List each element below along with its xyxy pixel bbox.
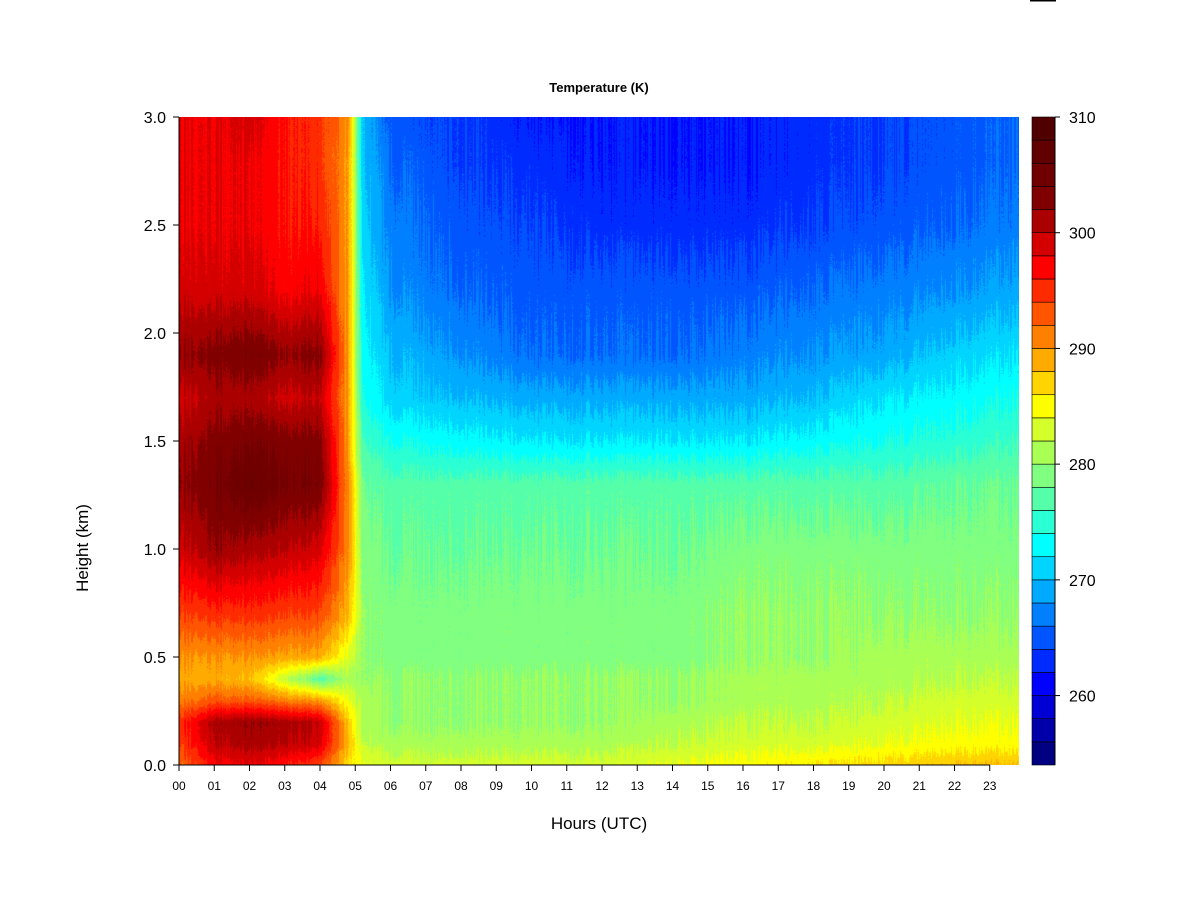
x-tick-label: 10 bbox=[525, 779, 539, 793]
colorbar-swatch bbox=[1031, 486, 1056, 511]
y-tick-label: 3.0 bbox=[144, 110, 166, 127]
x-tick-label: 20 bbox=[877, 779, 891, 793]
colorbar-swatch bbox=[1031, 741, 1056, 766]
y-tick-label: 1.5 bbox=[144, 434, 166, 451]
colorbar-swatch bbox=[1031, 209, 1056, 234]
x-tick-label: 16 bbox=[736, 779, 750, 793]
colorbar-swatch bbox=[1031, 556, 1056, 581]
x-tick-label: 19 bbox=[842, 779, 856, 793]
x-tick-label: 15 bbox=[701, 779, 715, 793]
colorbar-tick-label: 270 bbox=[1069, 573, 1096, 590]
x-tick-label: 21 bbox=[913, 779, 927, 793]
colorbar-tick-label: 280 bbox=[1069, 457, 1096, 474]
x-tick-label: 03 bbox=[278, 779, 292, 793]
colorbar-tick-label: 290 bbox=[1069, 341, 1096, 358]
colorbar-swatch bbox=[1031, 510, 1056, 534]
colorbar-swatch bbox=[1031, 625, 1056, 650]
colorbar-swatch bbox=[1031, 186, 1056, 210]
heatmap-image bbox=[179, 117, 1019, 765]
x-axis: 00 01 02 03 04 05 06 07 08 09 10 11 12 13 14 15 16 17 18 19… bbox=[172, 764, 997, 793]
y-axis: 0.0 0.5 1.0 1.5 2.0 2.5 3.0 bbox=[144, 110, 180, 775]
x-tick-label: 18 bbox=[807, 779, 821, 793]
x-tick-label: 12 bbox=[595, 779, 609, 793]
x-tick-label: 11 bbox=[561, 779, 574, 793]
colorbar-swatch bbox=[1031, 440, 1056, 465]
colorbar-swatch bbox=[1031, 579, 1056, 604]
x-tick-label: 05 bbox=[349, 779, 363, 793]
x-tick-label: 17 bbox=[772, 779, 786, 793]
x-tick-label: 08 bbox=[454, 779, 468, 793]
x-tick-label: 14 bbox=[666, 779, 680, 793]
colorbar-swatch bbox=[1031, 324, 1056, 349]
colorbar-tick-label: 310 bbox=[1069, 110, 1096, 127]
colorbar-swatch bbox=[1031, 255, 1056, 280]
colorbar-swatch bbox=[1031, 602, 1056, 627]
chart-title: Temperature (K) bbox=[549, 80, 648, 95]
colorbar-tick-label: 260 bbox=[1069, 689, 1096, 706]
y-tick-label: 0.0 bbox=[144, 758, 166, 775]
colorbar-tick-label: 300 bbox=[1069, 226, 1096, 243]
colorbar-swatch bbox=[1031, 278, 1056, 303]
colorbar-swatch bbox=[1031, 348, 1056, 372]
colorbar-legend: 260 270 280 290 300 310 bbox=[1031, 110, 1096, 766]
colorbar-swatch bbox=[1031, 718, 1056, 743]
colorbar-swatch bbox=[1031, 394, 1056, 419]
y-tick-label: 2.5 bbox=[144, 218, 166, 235]
y-tick-label: 1.0 bbox=[144, 542, 166, 559]
colorbar-swatch bbox=[1031, 139, 1056, 164]
colorbar-swatch bbox=[1031, 162, 1056, 187]
x-axis-label: Hours (UTC) bbox=[551, 814, 647, 833]
x-tick-label: 07 bbox=[419, 779, 433, 793]
x-tick-label: 22 bbox=[948, 779, 962, 793]
y-axis-label: Height (km) bbox=[73, 504, 92, 592]
colorbar-swatch bbox=[1031, 533, 1056, 558]
x-tick-label: 09 bbox=[490, 779, 504, 793]
colorbar-swatch bbox=[1031, 232, 1056, 257]
x-tick-label: 04 bbox=[313, 779, 327, 793]
x-tick-label: 06 bbox=[384, 779, 398, 793]
x-tick-label: 01 bbox=[208, 779, 222, 793]
y-tick-label: 0.5 bbox=[144, 650, 166, 667]
x-tick-label: 00 bbox=[172, 779, 186, 793]
colorbar-swatch bbox=[1031, 463, 1056, 488]
x-tick-label: 02 bbox=[243, 779, 257, 793]
heatmap-plot-area bbox=[179, 117, 1019, 765]
colorbar-swatch bbox=[1031, 116, 1056, 141]
colorbar-swatch bbox=[1031, 301, 1056, 326]
colorbar-swatch bbox=[1031, 417, 1056, 442]
x-tick-label: 13 bbox=[631, 779, 645, 793]
colorbar-swatch bbox=[1031, 648, 1056, 673]
x-tick-label: 23 bbox=[983, 779, 997, 793]
y-tick-label: 2.0 bbox=[144, 326, 166, 343]
colorbar-swatch bbox=[1031, 371, 1056, 396]
colorbar-swatch bbox=[1031, 672, 1056, 696]
colorbar-swatch bbox=[1031, 695, 1056, 720]
